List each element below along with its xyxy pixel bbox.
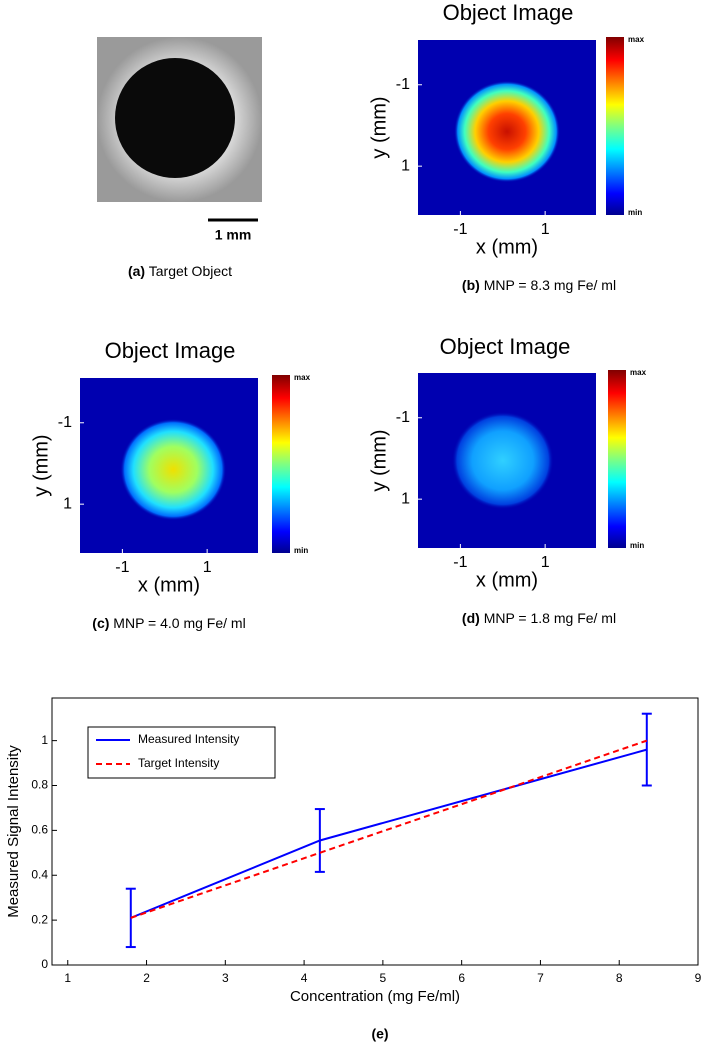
image-spot: [120, 418, 227, 521]
caption-label: (b): [462, 277, 480, 293]
colorbar-label: min: [294, 546, 308, 555]
caption-text: Target Object: [149, 263, 232, 279]
plot-frame: [51, 697, 699, 966]
legend-box: [87, 726, 276, 779]
y-tick-label: -1: [396, 409, 410, 426]
x-tick-label: 1: [541, 554, 550, 571]
caption-label: (c): [92, 615, 109, 631]
y-tick-label: 0: [41, 957, 48, 971]
dark-disk: [115, 58, 235, 178]
caption: (a) Target Object: [128, 263, 232, 279]
y-tick-label: 1: [401, 490, 410, 507]
legend-label: Measured Intensity: [138, 732, 239, 746]
caption: (d) MNP = 1.8 mg Fe/ ml: [462, 610, 616, 626]
caption-label: (d): [462, 610, 480, 626]
caption: (b) MNP = 8.3 mg Fe/ ml: [462, 277, 616, 293]
x-axis-label: x (mm): [476, 236, 538, 258]
panel-title: Object Image: [443, 0, 574, 25]
error-bar: [314, 808, 325, 873]
caption-label: (a): [128, 263, 145, 279]
colorbar: [608, 370, 626, 548]
y-tick-label: 0.2: [31, 912, 48, 926]
colorbar-label: min: [628, 208, 642, 217]
x-tick-label: 7: [537, 971, 544, 985]
panel-title: Object Image: [105, 338, 236, 363]
colorbar: [272, 375, 290, 553]
image-spot: [451, 411, 554, 510]
image-spot: [454, 80, 560, 183]
legend-label: Target Intensity: [138, 756, 219, 770]
x-tick-label: 1: [64, 971, 71, 985]
x-tick-label: 8: [616, 971, 623, 985]
x-axis-label: x (mm): [476, 569, 538, 591]
caption: (e): [371, 1026, 388, 1042]
y-axis-label: y (mm): [368, 429, 390, 491]
caption-text: MNP = 8.3 mg Fe/ ml: [484, 277, 616, 293]
colorbar-label: max: [294, 373, 311, 382]
panel-title: Object Image: [440, 334, 571, 359]
colorbar-label: min: [630, 541, 644, 550]
error-bar: [641, 712, 652, 787]
y-tick-label: 1: [401, 157, 410, 174]
x-tick-label: 4: [301, 971, 308, 985]
x-tick-label: 6: [458, 971, 465, 985]
colorbar: [606, 37, 624, 215]
caption-text: MNP = 1.8 mg Fe/ ml: [484, 610, 616, 626]
y-tick-label: 1: [63, 495, 72, 512]
y-axis-label: y (mm): [368, 96, 390, 158]
y-tick-label: 0.6: [31, 823, 48, 837]
y-tick-label: -1: [396, 76, 410, 93]
x-tick-label: 1: [203, 559, 212, 576]
y-axis-label: y (mm): [30, 434, 52, 496]
x-tick-label: -1: [115, 559, 129, 576]
x-tick-label: -1: [453, 221, 467, 238]
y-tick-label: 0.4: [31, 867, 48, 881]
x-tick-label: 5: [380, 971, 387, 985]
x-tick-label: 9: [695, 971, 702, 985]
scale-bar-label: 1 mm: [215, 227, 252, 243]
y-axis-label: Measured Signal Intensity: [5, 745, 22, 918]
y-tick-label: -1: [58, 414, 72, 431]
data-line: [130, 739, 648, 919]
caption: (c) MNP = 4.0 mg Fe/ ml: [92, 615, 245, 631]
x-tick-label: -1: [453, 554, 467, 571]
x-tick-label: 2: [143, 971, 150, 985]
y-tick-label: 1: [41, 733, 48, 747]
colorbar-label: max: [630, 368, 647, 377]
x-tick-label: 3: [222, 971, 229, 985]
x-axis-label: x (mm): [138, 574, 200, 596]
colorbar-label: max: [628, 35, 645, 44]
x-tick-label: 1: [541, 221, 550, 238]
caption-text: MNP = 4.0 mg Fe/ ml: [113, 615, 245, 631]
y-tick-label: 0.8: [31, 778, 48, 792]
x-axis-label: Concentration (mg Fe/ml): [290, 988, 460, 1005]
